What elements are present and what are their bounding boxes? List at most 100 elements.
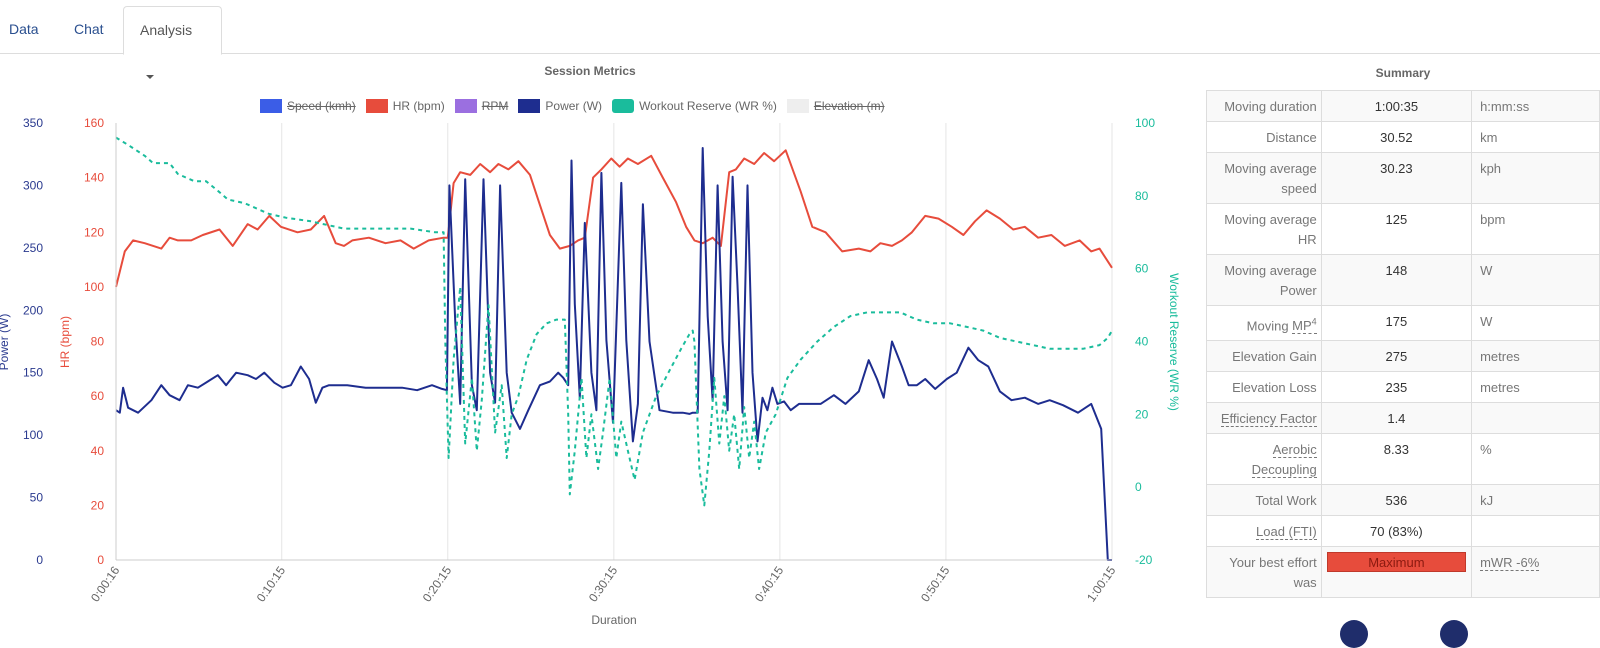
summary-unit: % <box>1471 433 1600 486</box>
label-text: Moving duration <box>1224 99 1317 114</box>
unit-text: km <box>1480 130 1498 145</box>
label-text: Moving average Power <box>1224 263 1317 298</box>
legend-item[interactable]: HR (bpm) <box>365 99 445 113</box>
hr-tick-label: 40 <box>91 444 105 458</box>
summary-unit <box>1471 515 1600 548</box>
summary-row: Aerobic Decoupling 8.33% <box>1206 433 1600 486</box>
hr-tick-label: 0 <box>97 553 104 567</box>
wr-tick-label: 40 <box>1135 335 1149 349</box>
summary-row: Total Work 536 kJ <box>1206 484 1600 517</box>
summary-row: Your best effort was Maximum mWR -6% <box>1206 546 1600 599</box>
label-text: Your best effort was <box>1229 555 1317 591</box>
summary-value: 536 <box>1320 484 1473 517</box>
summary-unit: km <box>1471 121 1600 153</box>
tab-data[interactable]: Data <box>0 6 54 54</box>
summary-value: Maximum <box>1320 546 1473 599</box>
circle-icon[interactable] <box>1440 620 1468 648</box>
label-sup: 4 <box>1311 317 1317 327</box>
summary-unit <box>1471 402 1600 435</box>
label-text: Elevation Gain <box>1232 349 1317 365</box>
summary-value: 8.33 <box>1320 433 1473 486</box>
summary-label: Elevation Gain <box>1206 340 1322 373</box>
legend-label: HR (bpm) <box>392 99 445 113</box>
hr-axis-label: HR (bpm) <box>58 316 72 368</box>
summary-label: Moving average speed <box>1206 152 1322 204</box>
unit-text: metres <box>1480 380 1520 396</box>
value-text: 125 <box>1385 212 1408 227</box>
label-text: Distance <box>1266 130 1317 145</box>
wr-tick-label: 0 <box>1135 480 1142 494</box>
label-abbr[interactable]: MP4 <box>1292 317 1317 335</box>
label-text[interactable]: Load (FTI) <box>1256 524 1317 541</box>
summary-value: 30.23 <box>1320 152 1473 204</box>
summary-value: 1.4 <box>1320 402 1473 435</box>
legend-label: Workout Reserve (WR %) <box>639 99 777 113</box>
x-axis-label: Duration <box>591 613 636 627</box>
label-text: Elevation Loss <box>1232 380 1317 396</box>
wr-axis-label: Workout Reserve (WR %) <box>1167 273 1181 411</box>
power-tick-label: 50 <box>30 491 44 505</box>
unit-text: W <box>1480 263 1493 278</box>
wr-tick-label: -20 <box>1135 553 1153 567</box>
hr-tick-label: 120 <box>84 225 104 239</box>
x-tick-label: 1:00:15 <box>1084 563 1119 604</box>
summary-unit: kph <box>1471 152 1600 204</box>
summary-label: Total Work <box>1206 484 1322 517</box>
chart-legend: Speed (kmh) HR (bpm) RPM Power (W) Workout R… <box>260 98 895 114</box>
summary-unit: mWR -6% <box>1471 546 1600 599</box>
summary-title: Summary <box>1375 66 1431 80</box>
unit-text[interactable]: mWR -6% <box>1480 555 1540 572</box>
x-tick-label: 0:30:15 <box>586 563 621 604</box>
summary-label: Your best effort was <box>1206 546 1322 599</box>
legend-item[interactable]: Power (W) <box>518 99 602 113</box>
series-workout-reserve-wr <box>115 136 1113 507</box>
bottom-icons <box>1340 620 1480 648</box>
label-text: Moving <box>1246 318 1293 334</box>
summary-label: Moving average HR <box>1206 203 1322 255</box>
summary-value: 235 <box>1320 371 1473 404</box>
unit-text: metres <box>1480 349 1520 365</box>
legend-item[interactable]: Elevation (m) <box>786 99 885 113</box>
summary-value: 1:00:35 <box>1320 90 1473 122</box>
summary-row: Distance 30.52 km <box>1206 121 1600 153</box>
legend-item[interactable]: Workout Reserve (WR %) <box>612 99 777 113</box>
summary-row: Moving average Power 148 W <box>1206 254 1600 306</box>
x-tick-label: 0:20:15 <box>420 563 455 604</box>
unit-text: W <box>1480 314 1493 329</box>
wr-tick-label: 80 <box>1135 189 1149 203</box>
summary-label: Efficiency Factor <box>1206 402 1322 435</box>
legend-label: RPM <box>481 99 509 113</box>
power-tick-label: 300 <box>23 178 43 192</box>
chart-title: Session Metrics <box>544 64 636 78</box>
session-metrics-chart: 0:00:16 0:10:15 0:20:15 0:30:15 0:40:15 0:50:… <box>0 116 1181 627</box>
value-text: 235 <box>1385 380 1408 396</box>
power-axis-label: Power (W) <box>0 314 11 371</box>
summary-label: Moving duration <box>1206 90 1322 122</box>
unit-text: kph <box>1480 161 1502 176</box>
x-tick-label: 0:40:15 <box>752 563 787 604</box>
summary-value: 30.52 <box>1320 121 1473 153</box>
legend-item[interactable]: RPM <box>454 99 509 113</box>
caret-down-icon <box>146 75 154 80</box>
summary-value: 125 <box>1320 203 1473 255</box>
value-text: 30.52 <box>1380 130 1413 145</box>
label-text: Moving average HR <box>1224 212 1317 247</box>
tab-analysis[interactable]: Analysis <box>123 6 222 80</box>
unit-text: % <box>1480 442 1492 458</box>
circle-icon[interactable] <box>1340 620 1368 648</box>
legend-swatch <box>612 99 635 113</box>
label-text[interactable]: Efficiency Factor <box>1220 411 1317 428</box>
legend-item[interactable]: Speed (kmh) <box>260 99 356 113</box>
summary-unit: W <box>1471 254 1600 306</box>
tab-analysis-label: Analysis <box>140 22 193 38</box>
tab-chat[interactable]: Chat <box>59 6 119 54</box>
summary-unit: bpm <box>1471 203 1600 255</box>
power-tick-label: 200 <box>23 303 43 317</box>
hr-tick-label: 160 <box>84 116 104 130</box>
power-tick-label: 350 <box>23 116 43 130</box>
hr-tick-label: 60 <box>91 389 105 403</box>
label-text[interactable]: Aerobic Decoupling <box>1251 442 1317 479</box>
wr-tick-label: 100 <box>1135 116 1155 130</box>
summary-unit: metres <box>1471 340 1600 373</box>
power-tick-label: 150 <box>23 366 43 380</box>
